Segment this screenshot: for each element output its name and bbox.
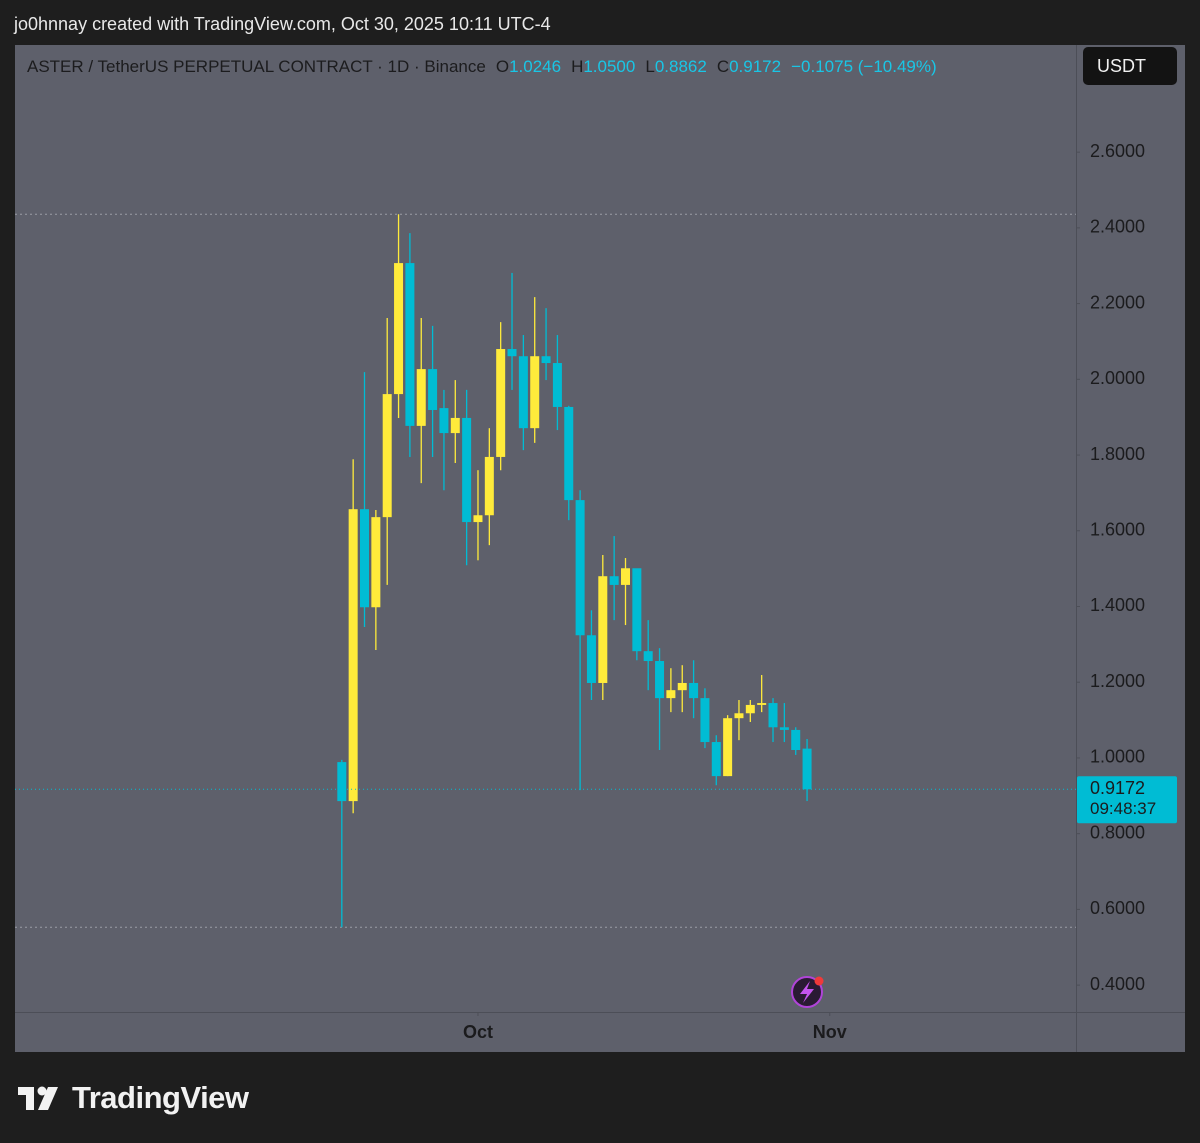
y-tick-label: 1.4000 [1090, 595, 1145, 615]
candle-body [484, 456, 494, 516]
candle-body [394, 263, 404, 395]
candle-body [428, 369, 438, 410]
candle-body [360, 509, 370, 608]
candle-body [779, 727, 789, 730]
ohlc-value: 1.0500 [583, 57, 636, 76]
symbol-legend: ASTER / TetherUS PERPETUAL CONTRACT · 1D… [27, 57, 947, 77]
candle-body [337, 762, 347, 802]
candle-body [666, 690, 676, 699]
y-tick-label: 0.4000 [1090, 974, 1145, 994]
candle-body [564, 406, 574, 501]
countdown: 09:48:37 [1090, 799, 1156, 818]
y-tick-label: 1.8000 [1090, 444, 1145, 464]
candle-body [575, 500, 585, 636]
y-tick-label: 2.6000 [1090, 141, 1145, 161]
candle-body [677, 682, 687, 691]
brand-name: TradingView [72, 1080, 249, 1115]
candle-body [462, 417, 472, 523]
ohlc-value: 0.8862 [654, 57, 707, 76]
candle-body [723, 718, 733, 777]
symbol-title: ASTER / TetherUS PERPETUAL CONTRACT · 1D… [27, 57, 486, 76]
ohlc-label: L [645, 57, 655, 76]
candle-body [371, 517, 381, 608]
x-tick-label: Nov [813, 1022, 847, 1042]
candle-body [382, 394, 392, 518]
candle-body [791, 729, 801, 750]
ohlc-label: H [571, 57, 584, 76]
ohlc-label: C [716, 57, 730, 76]
candle-body [689, 682, 699, 699]
y-tick-label: 2.2000 [1090, 292, 1145, 312]
candle-body [530, 356, 540, 429]
attribution: jo0hnnay created with TradingView.com, O… [14, 14, 551, 34]
alert-icon[interactable] [791, 976, 824, 1008]
chart-panel [15, 45, 1185, 1052]
candle-body [507, 349, 517, 357]
candle-body [757, 703, 767, 705]
candle-body [473, 515, 483, 523]
y-tick-label: 2.0000 [1090, 368, 1145, 388]
candle-body [745, 704, 755, 714]
candle-body [643, 651, 653, 662]
candle-body [711, 742, 721, 777]
y-tick-label: 1.2000 [1090, 671, 1145, 691]
candle-body [439, 408, 449, 434]
brand-logo [18, 1086, 58, 1110]
x-tick-label: Oct [463, 1022, 493, 1042]
candle-body [586, 635, 596, 683]
candle-body [734, 713, 744, 719]
candle-body [348, 509, 358, 802]
candle-body [598, 576, 608, 683]
y-tick-label: 0.6000 [1090, 898, 1145, 918]
candle-body [609, 576, 619, 585]
candle-body [700, 698, 710, 743]
candle-body [405, 263, 415, 426]
price-change: −0.1075 (−10.49%) [791, 57, 937, 76]
candle-body [541, 356, 551, 364]
candle-body [552, 363, 562, 407]
y-tick-label: 1.6000 [1090, 520, 1145, 540]
candle-body [416, 369, 426, 426]
ohlc-value: 1.0246 [509, 57, 562, 76]
candle-body [450, 417, 460, 434]
candle-body [802, 748, 812, 790]
candle-body [518, 356, 528, 429]
candle-body [621, 568, 631, 585]
last-price-label: 0.9172 [1090, 778, 1145, 798]
currency-button[interactable]: USDT [1083, 47, 1177, 85]
ohlc-label: O [495, 57, 510, 76]
y-tick-label: 1.0000 [1090, 747, 1145, 767]
candle-body [496, 349, 506, 457]
y-tick-label: 0.8000 [1090, 822, 1145, 842]
candle-body [655, 661, 665, 699]
ohlc-value: 0.9172 [729, 57, 782, 76]
last-price-box [1077, 776, 1177, 824]
candle-body [768, 703, 778, 728]
y-tick-label: 2.4000 [1090, 217, 1145, 237]
candle-body [632, 568, 642, 652]
